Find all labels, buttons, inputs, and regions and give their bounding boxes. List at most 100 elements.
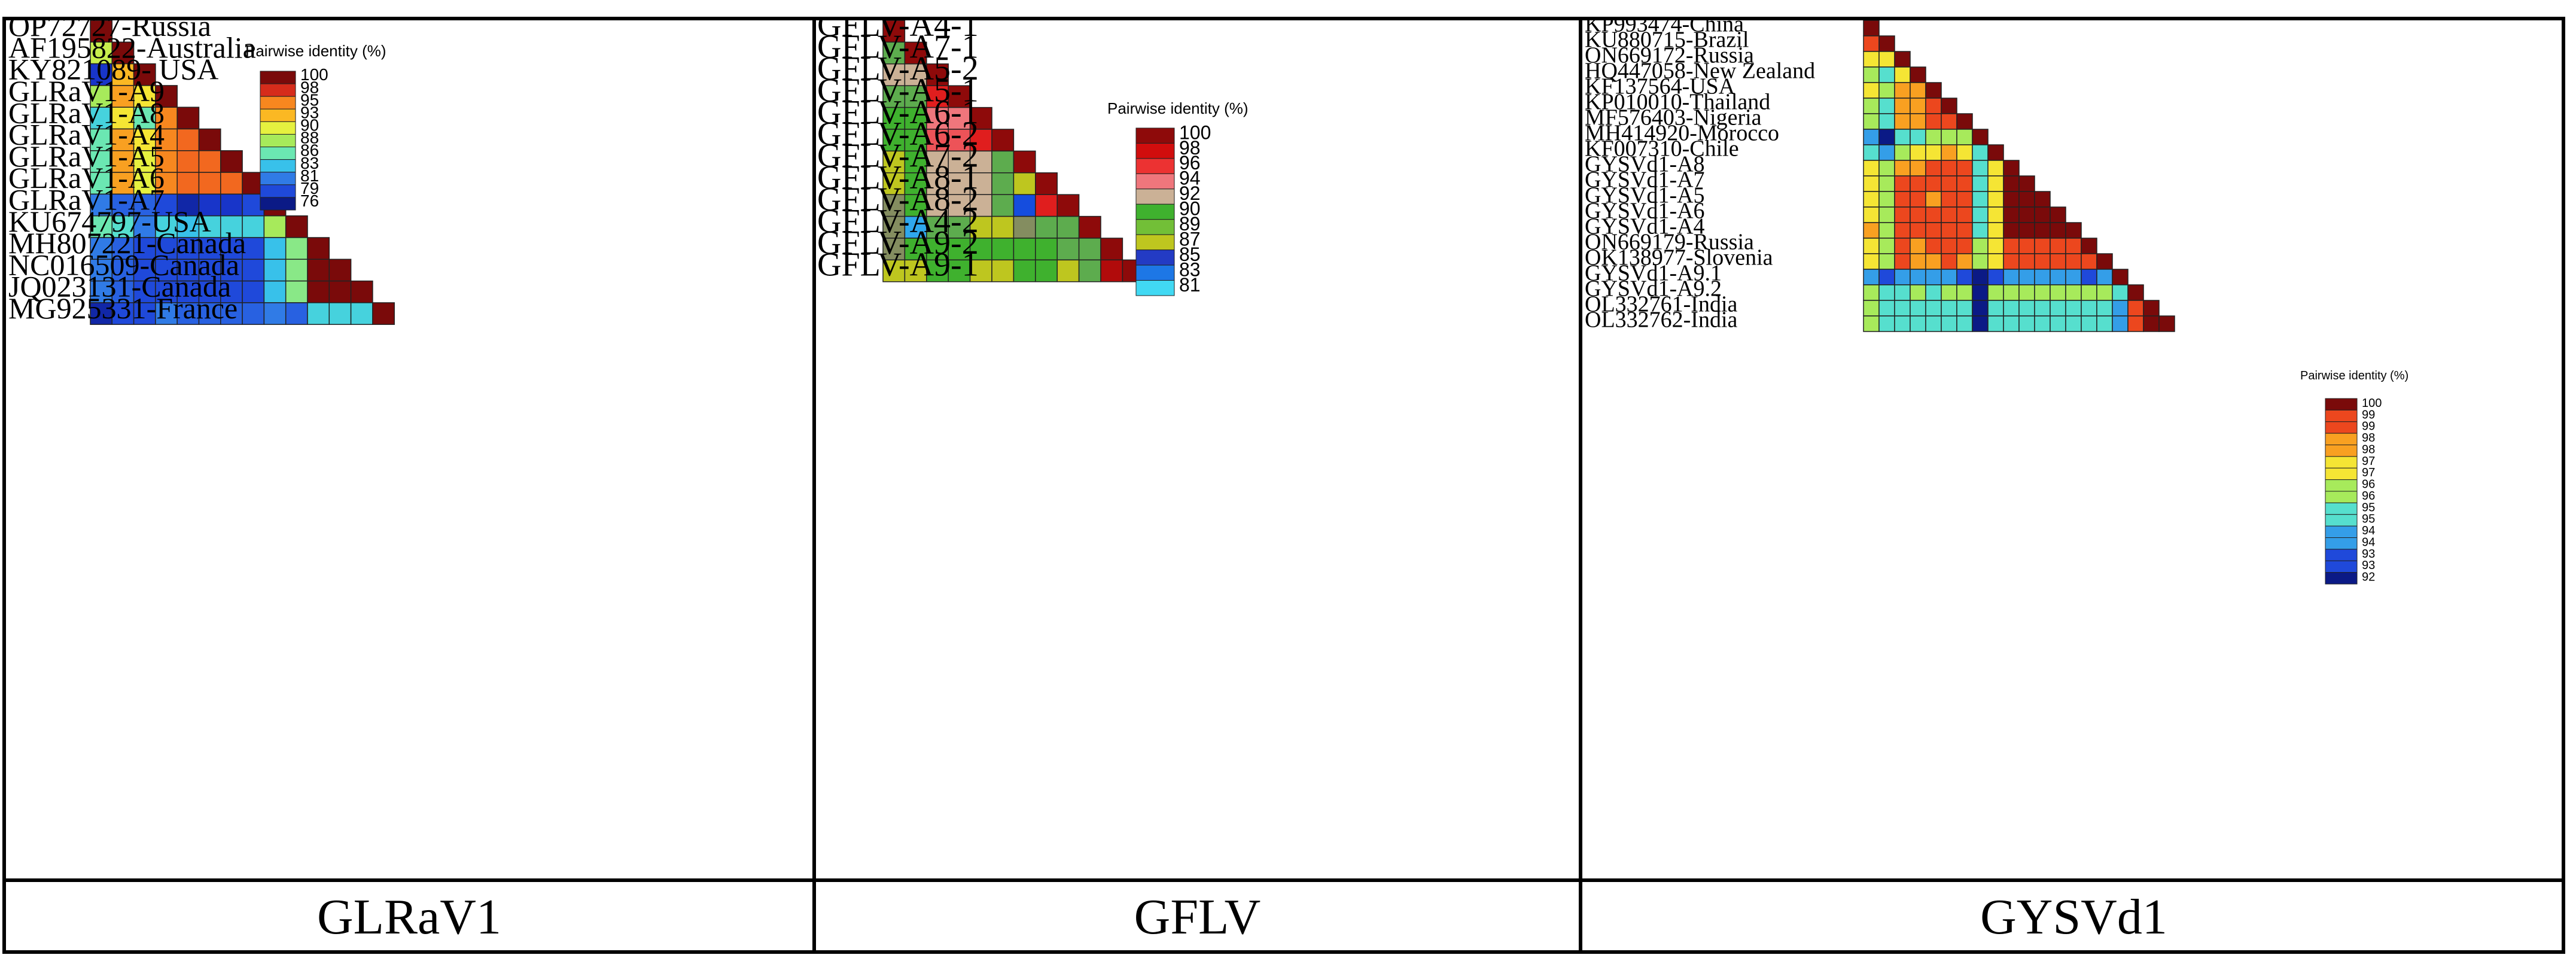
gysvd1-cell-8-6 bbox=[1956, 144, 1973, 161]
gysvd1-cell-10-10 bbox=[2018, 175, 2035, 192]
gysvd1-cell-16-7 bbox=[1972, 269, 1989, 285]
gysvd1-legend-swatch bbox=[2325, 525, 2358, 538]
gysvd1-cell-17-11 bbox=[2034, 284, 2051, 301]
gysvd1-cell-11-2 bbox=[1894, 191, 1911, 208]
gysvd1-cell-12-3 bbox=[1910, 206, 1926, 223]
gysvd1-cell-16-3 bbox=[1910, 269, 1926, 285]
glrav1-row-label: OP72727-Russia bbox=[8, 20, 211, 42]
gflv-cell-11-10 bbox=[1100, 259, 1123, 282]
gflv-legend-swatch bbox=[1135, 250, 1175, 266]
gysvd1-cell-19-6 bbox=[1956, 315, 1973, 332]
glrav1-cell-12-2 bbox=[133, 280, 156, 303]
gflv-cell-10-5 bbox=[991, 238, 1015, 261]
gysvd1-cell-9-9 bbox=[2003, 160, 2020, 177]
gysvd1-cell-10-8 bbox=[1987, 175, 2004, 192]
gysvd1-cell-9-8 bbox=[1987, 160, 2004, 177]
glrav1-cell-11-10 bbox=[307, 259, 330, 282]
glrav1-row-label: AF195822-Australia bbox=[8, 31, 256, 64]
gysvd1-cell-7-5 bbox=[1941, 129, 1957, 145]
figure-border bbox=[2, 17, 2565, 954]
gysvd1-cell-3-2 bbox=[1894, 66, 1911, 83]
glrav1-row-label: KU674797-USA bbox=[8, 205, 211, 238]
gflv-cell-10-6 bbox=[1013, 238, 1036, 261]
glrav1-legend-swatch bbox=[260, 83, 296, 97]
gysvd1-cell-11-10 bbox=[2018, 191, 2035, 208]
gysvd1-row-label: OL332761-India bbox=[1585, 292, 1738, 317]
gysvd1-cell-1-0 bbox=[1863, 35, 1880, 52]
gysvd1-legend-tick: 96 bbox=[2362, 489, 2375, 503]
glrav1-cell-6-3 bbox=[155, 150, 178, 173]
gysvd1-row-label: GYSVd1-A6 bbox=[1585, 199, 1705, 224]
gysvd1-cell-12-7 bbox=[1972, 206, 1989, 223]
gysvd1-cell-11-1 bbox=[1878, 191, 1895, 208]
gysvd1-row-label: OL332762-India bbox=[1585, 308, 1738, 333]
glrav1-cell-10-0 bbox=[90, 237, 113, 260]
gysvd1-legend-tick: 100 bbox=[2362, 397, 2382, 410]
glrav1-cell-1-1 bbox=[111, 41, 135, 65]
gysvd1-cell-7-1 bbox=[1878, 129, 1895, 145]
gysvd1-cell-17-7 bbox=[1972, 284, 1989, 301]
gysvd1-row-label: GYSVd1-A9.1 bbox=[1585, 261, 1722, 286]
glrav1-cell-11-4 bbox=[176, 259, 200, 282]
gflv-cell-6-6 bbox=[1013, 150, 1036, 174]
gflv-cell-8-8 bbox=[1056, 194, 1080, 217]
gysvd1-cell-9-0 bbox=[1863, 160, 1880, 177]
glrav1-legend-swatch bbox=[260, 184, 296, 198]
gysvd1-legend-swatch bbox=[2325, 409, 2358, 422]
gflv-cell-7-0 bbox=[882, 172, 906, 195]
gflv-cell-7-4 bbox=[969, 172, 992, 195]
gflv-cell-6-1 bbox=[904, 150, 927, 174]
gysvd1-cell-8-3 bbox=[1910, 144, 1926, 161]
gysvd1-cell-8-5 bbox=[1941, 144, 1957, 161]
glrav1-row-label: MG925331-France bbox=[8, 291, 237, 325]
gflv-cell-8-1 bbox=[904, 194, 927, 217]
glrav1-cell-13-3 bbox=[155, 302, 178, 325]
gysvd1-cell-15-9 bbox=[2003, 253, 2020, 270]
gysvd1-cell-13-4 bbox=[1925, 222, 1942, 239]
gysvd1-row-label: GYSVd1-A9.2 bbox=[1585, 276, 1722, 302]
gysvd1-cell-2-0 bbox=[1863, 51, 1880, 68]
gflv-cell-11-1 bbox=[904, 259, 927, 282]
gysvd1-cell-6-4 bbox=[1925, 113, 1942, 130]
glrav1-cell-7-1 bbox=[111, 172, 135, 195]
gysvd1-cell-5-3 bbox=[1910, 98, 1926, 114]
gflv-row-label: GFLV-A5-2 bbox=[817, 50, 979, 87]
gysvd1-cell-19-13 bbox=[2065, 315, 2082, 332]
gysvd1-cell-4-4 bbox=[1925, 82, 1942, 99]
gflv-cell-5-5 bbox=[991, 129, 1015, 152]
glrav1-legend-swatch bbox=[260, 121, 296, 135]
glrav1-legend-tick: 95 bbox=[300, 90, 319, 109]
gflv-cell-4-3 bbox=[948, 107, 971, 130]
gysvd1-cell-19-17 bbox=[2127, 315, 2144, 332]
glrav1-cell-9-0 bbox=[90, 215, 113, 238]
gysvd1-cell-5-5 bbox=[1941, 98, 1957, 114]
gysvd1-cell-13-3 bbox=[1910, 222, 1926, 239]
gflv-legend-tick: 94 bbox=[1179, 168, 1201, 189]
gflv-cell-8-6 bbox=[1013, 194, 1036, 217]
gflv-cell-10-4 bbox=[969, 238, 992, 261]
gysvd1-row-label: OK138977-Slovenia bbox=[1585, 245, 1773, 270]
gysvd1-cell-16-0 bbox=[1863, 269, 1880, 285]
glrav1-cell-4-3 bbox=[155, 107, 178, 130]
gysvd1-cell-14-9 bbox=[2003, 238, 2020, 254]
gflv-row-label: GFLV-A4-1 bbox=[817, 20, 979, 44]
gysvd1-cell-16-4 bbox=[1925, 269, 1942, 285]
gysvd1-cell-8-8 bbox=[1987, 144, 2004, 161]
caption-gysvd1: GYSVd1 bbox=[1980, 889, 2167, 945]
gysvd1-cell-10-4 bbox=[1925, 175, 1942, 192]
gysvd1-cell-12-0 bbox=[1863, 206, 1880, 223]
gflv-legend-tick: 100 bbox=[1179, 121, 1211, 143]
glrav1-legend-tick: 81 bbox=[300, 166, 319, 185]
gysvd1-cell-19-15 bbox=[2096, 315, 2113, 332]
gflv-cell-8-7 bbox=[1035, 194, 1058, 217]
gflv-cell-11-2 bbox=[926, 259, 949, 282]
glrav1-legend-tick: 86 bbox=[300, 141, 319, 160]
glrav1-cell-5-4 bbox=[176, 128, 200, 151]
gysvd1-cell-16-9 bbox=[2003, 269, 2020, 285]
glrav1-cell-8-2 bbox=[133, 193, 156, 217]
gflv-cell-7-7 bbox=[1035, 172, 1058, 195]
gysvd1-cell-18-2 bbox=[1894, 300, 1911, 317]
gflv-legend-swatch bbox=[1135, 188, 1175, 205]
gysvd1-cell-16-10 bbox=[2018, 269, 2035, 285]
